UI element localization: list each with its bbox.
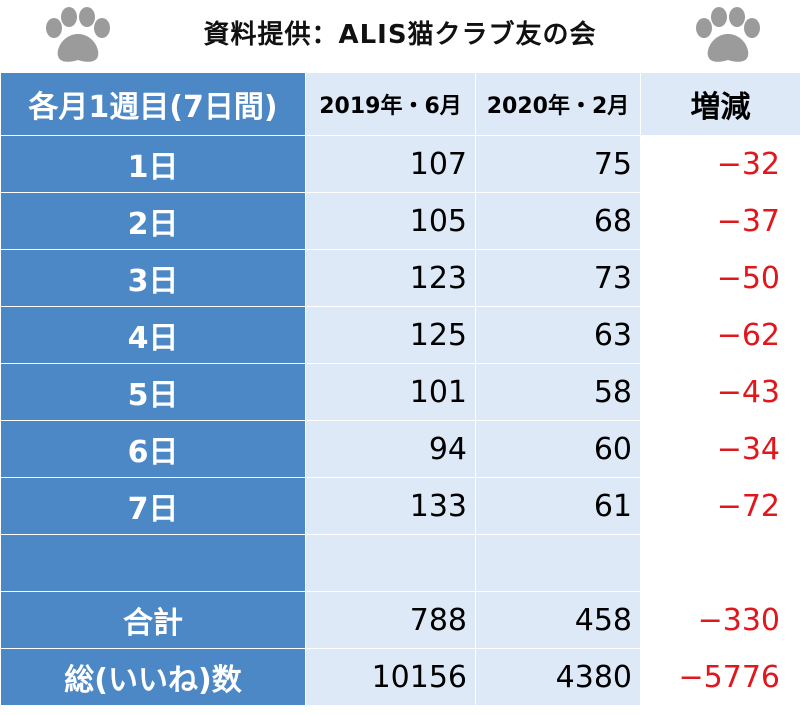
value-2019: 133 xyxy=(305,477,476,535)
value-2020: 60 xyxy=(475,420,641,478)
value-diff: −32 xyxy=(640,135,800,193)
blank-cell xyxy=(0,534,306,592)
value-2019: 125 xyxy=(305,306,476,364)
value-2020: 75 xyxy=(475,135,641,193)
blank-cell xyxy=(305,534,476,592)
row-label: 5日 xyxy=(0,363,306,421)
value-2019: 10156 xyxy=(305,648,476,706)
page-title: 資料提供：ALIS猫クラブ友の会 xyxy=(203,20,597,50)
blank-cell xyxy=(640,534,800,592)
table-row: 5日 101 58 −43 xyxy=(0,363,800,421)
table-row: 2日 105 68 −37 xyxy=(0,192,800,250)
row-label: 6日 xyxy=(0,420,306,478)
value-diff: −5776 xyxy=(640,648,800,706)
column-header-2020: 2020年・2月 xyxy=(475,72,641,136)
table-row: 4日 125 63 −62 xyxy=(0,306,800,364)
value-2019: 788 xyxy=(305,591,476,649)
value-diff: −37 xyxy=(640,192,800,250)
row-label: 2日 xyxy=(0,192,306,250)
value-diff: −43 xyxy=(640,363,800,421)
table-row: 1日 107 75 −32 xyxy=(0,135,800,193)
row-label: 1日 xyxy=(0,135,306,193)
comparison-table: 各月1週目(7日間) 2019年・6月 2020年・2月 増減 1日 107 7… xyxy=(0,72,800,706)
row-label: 合計 xyxy=(0,591,306,649)
column-header-diff: 増減 xyxy=(640,72,800,136)
blank-row xyxy=(0,534,800,592)
value-2019: 105 xyxy=(305,192,476,250)
value-2020: 68 xyxy=(475,192,641,250)
paw-icon xyxy=(46,7,110,62)
value-2019: 107 xyxy=(305,135,476,193)
header: 資料提供：ALIS猫クラブ友の会 xyxy=(0,0,800,72)
value-diff: −34 xyxy=(640,420,800,478)
value-diff: −330 xyxy=(640,591,800,649)
value-diff: −62 xyxy=(640,306,800,364)
table-header-row: 各月1週目(7日間) 2019年・6月 2020年・2月 増減 xyxy=(0,72,800,136)
table-row: 3日 123 73 −50 xyxy=(0,249,800,307)
table-row: 6日 94 60 −34 xyxy=(0,420,800,478)
paw-icon xyxy=(696,7,760,62)
row-label: 4日 xyxy=(0,306,306,364)
row-label: 総(いいね)数 xyxy=(0,648,306,706)
value-2020: 63 xyxy=(475,306,641,364)
value-2020: 4380 xyxy=(475,648,641,706)
value-diff: −50 xyxy=(640,249,800,307)
value-2019: 123 xyxy=(305,249,476,307)
value-2020: 61 xyxy=(475,477,641,535)
total-row: 合計 788 458 −330 xyxy=(0,591,800,649)
value-2019: 94 xyxy=(305,420,476,478)
blank-cell xyxy=(475,534,641,592)
corner-header: 各月1週目(7日間) xyxy=(0,72,306,136)
row-label: 3日 xyxy=(0,249,306,307)
value-2020: 58 xyxy=(475,363,641,421)
value-diff: −72 xyxy=(640,477,800,535)
likes-row: 総(いいね)数 10156 4380 −5776 xyxy=(0,648,800,706)
value-2020: 73 xyxy=(475,249,641,307)
row-label: 7日 xyxy=(0,477,306,535)
column-header-2019: 2019年・6月 xyxy=(305,72,476,136)
value-2020: 458 xyxy=(475,591,641,649)
table-row: 7日 133 61 −72 xyxy=(0,477,800,535)
value-2019: 101 xyxy=(305,363,476,421)
